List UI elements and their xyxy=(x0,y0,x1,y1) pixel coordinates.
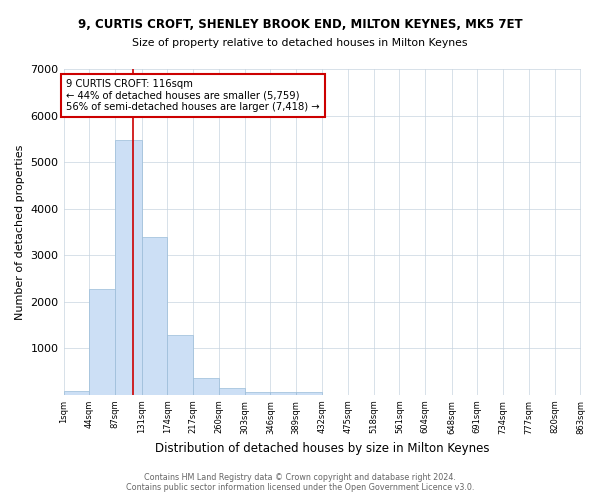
Y-axis label: Number of detached properties: Number of detached properties xyxy=(15,144,25,320)
Text: 9 CURTIS CROFT: 116sqm
← 44% of detached houses are smaller (5,759)
56% of semi-: 9 CURTIS CROFT: 116sqm ← 44% of detached… xyxy=(66,79,320,112)
Bar xyxy=(219,388,245,395)
Bar xyxy=(271,392,296,395)
Bar xyxy=(89,289,115,395)
Bar xyxy=(296,392,322,395)
Bar xyxy=(142,238,167,395)
Bar xyxy=(193,378,219,395)
Text: Contains HM Land Registry data © Crown copyright and database right 2024.
Contai: Contains HM Land Registry data © Crown c… xyxy=(126,473,474,492)
Text: 9, CURTIS CROFT, SHENLEY BROOK END, MILTON KEYNES, MK5 7ET: 9, CURTIS CROFT, SHENLEY BROOK END, MILT… xyxy=(77,18,523,30)
Bar xyxy=(64,392,89,395)
Bar xyxy=(115,140,142,395)
X-axis label: Distribution of detached houses by size in Milton Keynes: Distribution of detached houses by size … xyxy=(155,442,489,455)
Bar xyxy=(245,392,271,395)
Text: Size of property relative to detached houses in Milton Keynes: Size of property relative to detached ho… xyxy=(132,38,468,48)
Bar xyxy=(167,335,193,395)
